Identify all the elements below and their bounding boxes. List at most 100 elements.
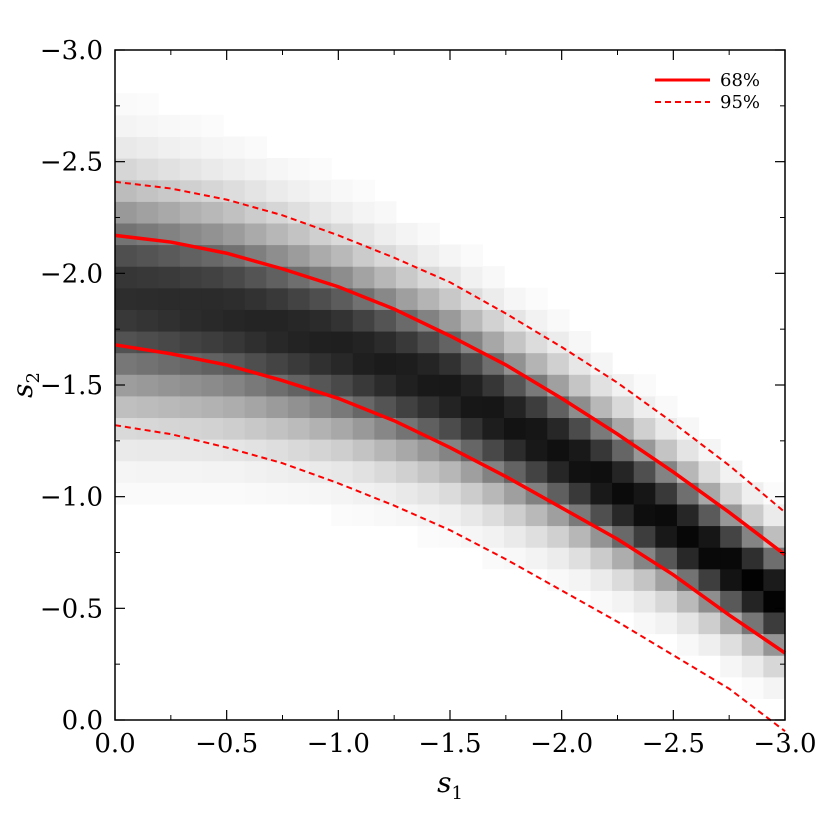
- heatmap-cell: [266, 460, 289, 483]
- heatmap-cell: [612, 482, 635, 505]
- heatmap-cell: [568, 525, 592, 548]
- heatmap-cell: [179, 114, 203, 138]
- heatmap-cell: [525, 460, 548, 483]
- heatmap-cell: [720, 525, 743, 548]
- heatmap-cell: [676, 547, 700, 570]
- heatmap-cell: [633, 568, 656, 591]
- heatmap-cell: [331, 417, 354, 440]
- heatmap-cell: [374, 503, 397, 527]
- heatmap-cell: [741, 676, 764, 699]
- heatmap-cell: [179, 287, 203, 310]
- heatmap-cell: [655, 547, 678, 570]
- heatmap-cell: [244, 222, 267, 246]
- heatmap-cell: [612, 547, 635, 570]
- heatmap-cell: [655, 525, 678, 548]
- heatmap-cell: [504, 330, 527, 354]
- heatmap-cell: [201, 158, 224, 181]
- heatmap-cell: [439, 395, 462, 419]
- heatmap-cell: [741, 525, 764, 548]
- heatmap-cell: [287, 158, 311, 181]
- heatmap-cell: [676, 460, 700, 483]
- heatmap-cell: [179, 244, 203, 267]
- heatmap-cell: [417, 460, 440, 483]
- heatmap-cell: [266, 395, 289, 419]
- heatmap-cell: [158, 352, 181, 375]
- heatmap-cell: [482, 525, 505, 548]
- heatmap-cell: [266, 482, 289, 505]
- heatmap-cell: [223, 460, 246, 483]
- heatmap-cell: [763, 611, 786, 635]
- series-line-95%-lower: [114, 424, 786, 732]
- heatmap-cell: [179, 179, 203, 202]
- heatmap-cell: [374, 460, 397, 483]
- heatmap-cell: [179, 374, 203, 397]
- heatmap-cell: [136, 201, 159, 224]
- heatmap-cell: [244, 374, 267, 397]
- heatmap-cell: [547, 309, 570, 332]
- heatmap-cell: [504, 503, 527, 527]
- heatmap-cell: [179, 201, 203, 224]
- x-axis-label-main: s: [437, 766, 451, 799]
- heatmap-cell: [482, 352, 505, 375]
- heatmap-cell: [763, 547, 786, 570]
- heatmap-cell: [763, 655, 786, 678]
- heatmap-cell: [115, 244, 138, 267]
- heatmap-cell: [655, 460, 678, 483]
- heatmap-cell: [266, 330, 289, 354]
- heatmap-cell: [115, 114, 138, 138]
- heatmap-cell: [482, 439, 505, 462]
- y-tick-label: −1.5: [40, 371, 103, 401]
- heatmap-cell: [590, 568, 613, 591]
- heatmap-cell: [266, 179, 289, 202]
- heatmap-cell: [136, 374, 159, 397]
- heatmap-cell: [439, 482, 462, 505]
- heatmap-cell: [352, 439, 375, 462]
- heatmap-cell: [676, 482, 700, 505]
- heatmap-cell: [115, 352, 138, 375]
- heatmap-cell: [525, 395, 548, 419]
- heatmap-cell: [633, 503, 656, 527]
- heatmap-cell: [460, 525, 484, 548]
- heatmap-cell: [590, 417, 613, 440]
- heatmap-cell: [287, 330, 311, 354]
- heatmap-cell: [568, 352, 592, 375]
- heatmap-cell: [698, 568, 721, 591]
- heatmap-cell: [374, 330, 397, 354]
- heatmap-cell: [352, 330, 375, 354]
- heatmap-cell: [741, 482, 764, 505]
- y-tick-label: −2.0: [40, 259, 103, 289]
- heatmap-cell: [633, 374, 656, 397]
- heatmap-cell: [179, 439, 203, 462]
- heatmap-cell: [504, 309, 527, 332]
- heatmap-cell: [179, 309, 203, 332]
- heatmap-cell: [266, 417, 289, 440]
- heatmap-cell: [374, 417, 397, 440]
- heatmap-cell: [331, 179, 354, 202]
- heatmap-cell: [417, 374, 440, 397]
- heatmap-cell: [115, 460, 138, 483]
- heatmap-cell: [287, 439, 311, 462]
- heatmap-cell: [612, 590, 635, 613]
- heatmap-cell: [525, 547, 548, 570]
- heatmap-cell: [547, 330, 570, 354]
- heatmap-cell: [352, 460, 375, 483]
- heatmap-cell: [266, 352, 289, 375]
- heatmap-cell: [590, 374, 613, 397]
- heatmap-cell: [136, 244, 159, 267]
- heatmap-cell: [676, 439, 700, 462]
- heatmap-cell: [482, 330, 505, 354]
- heatmap-cell: [720, 568, 743, 591]
- heatmap-cell: [158, 201, 181, 224]
- heatmap-cell: [504, 374, 527, 397]
- heatmap-cell: [741, 590, 764, 613]
- heatmap-cell: [201, 179, 224, 202]
- heatmap-cell: [417, 525, 440, 548]
- heatmap-cell: [439, 309, 462, 332]
- heatmap-cell: [568, 374, 592, 397]
- heatmap-cell: [115, 374, 138, 397]
- heatmap-cell: [352, 417, 375, 440]
- legend-label: 68%: [720, 70, 760, 91]
- heatmap-cell: [547, 374, 570, 397]
- confidence-lines-layer: [114, 180, 787, 732]
- heatmap-cell: [763, 525, 786, 548]
